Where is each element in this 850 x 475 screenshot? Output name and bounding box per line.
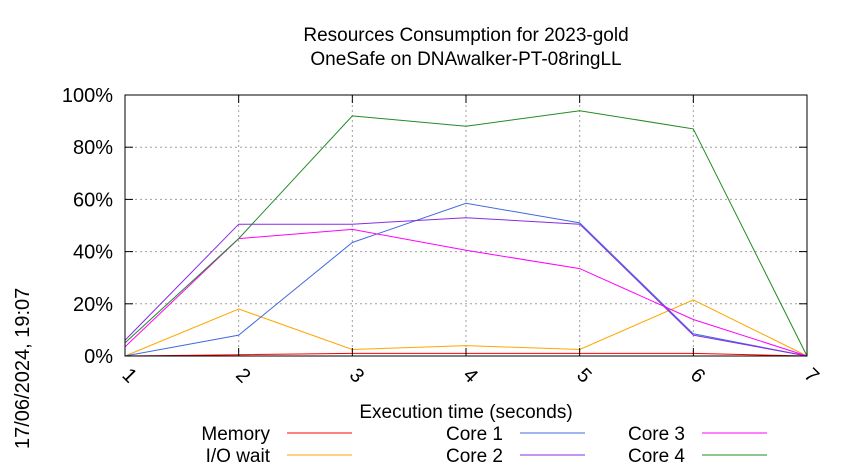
y-tick-label: 20%: [73, 294, 113, 316]
y-tick-label: 80%: [73, 137, 113, 159]
x-tick-label: 4: [459, 364, 482, 387]
legend-label: Core 2: [446, 446, 503, 467]
x-axis-ticks: 1 2 3 4 5 6 7: [118, 95, 823, 387]
timestamp-label: 17/06/2024, 19:07: [12, 288, 34, 449]
series-line-core-4: [124, 110, 808, 357]
chart-subtitle: OneSafe on DNAwalker-PT-08ringLL: [310, 49, 621, 70]
y-axis-ticks: 0% 20% 40% 60% 80% 100%: [62, 85, 807, 368]
series-line-core-1: [124, 202, 808, 357]
x-tick-label: 3: [345, 364, 368, 387]
series-line-i-o-wait: [124, 299, 808, 357]
y-tick-label: 60%: [73, 189, 113, 211]
legend-label: Core 1: [446, 424, 503, 445]
x-axis-label: Execution time (seconds): [359, 402, 572, 423]
legend-label: I/O wait: [206, 446, 271, 467]
series-line-core-2: [124, 217, 808, 357]
x-tick-label: 2: [231, 364, 254, 387]
legend-label: Core 3: [628, 424, 685, 445]
y-tick-label: 40%: [73, 242, 113, 264]
x-tick-label: 5: [572, 364, 595, 387]
y-tick-label: 0%: [84, 346, 113, 368]
grid: [125, 95, 807, 356]
y-tick-label: 100%: [62, 85, 113, 107]
legend-label: Core 4: [628, 446, 685, 467]
x-tick-label: 1: [118, 364, 141, 387]
chart-title: Resources Consumption for 2023-gold: [303, 25, 628, 46]
x-tick-label: 7: [800, 364, 823, 387]
legend-label: Memory: [201, 424, 270, 445]
x-tick-label: 6: [686, 364, 709, 387]
